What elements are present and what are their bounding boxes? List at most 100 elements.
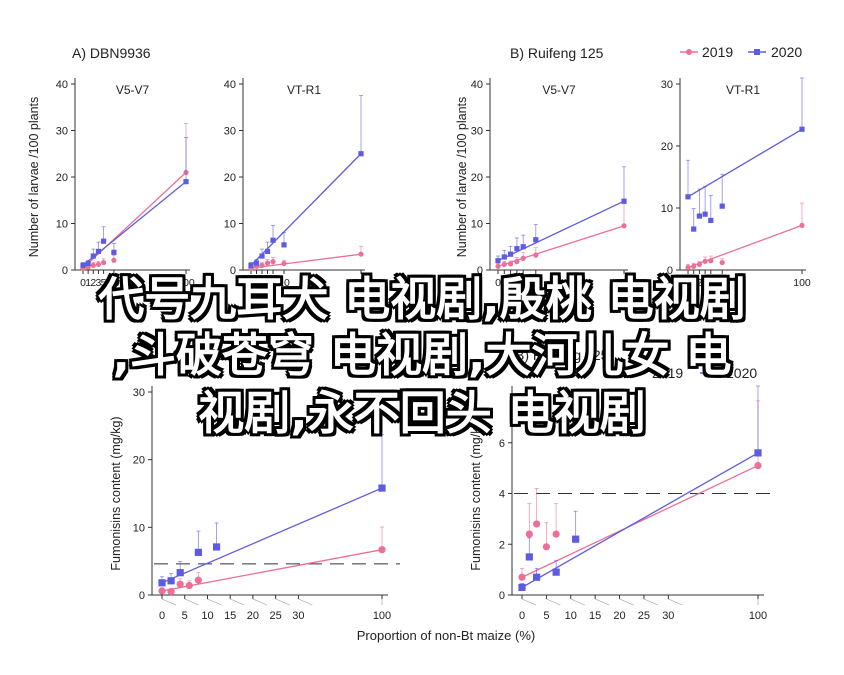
data-point-2019 — [176, 580, 184, 588]
data-point-2020 — [281, 242, 287, 248]
y-tick-label: 10 — [133, 522, 145, 534]
data-point-2019 — [754, 461, 762, 470]
x-tick-label: 5 — [543, 610, 549, 622]
y-tick-label: 40 — [471, 79, 483, 91]
panel-subtitle: VT-R1 — [287, 83, 321, 97]
x-tick-label: 0 — [248, 277, 254, 289]
x-tick-label: 100 — [615, 277, 633, 289]
x-tick-label: 25 — [638, 610, 650, 622]
data-point-2019 — [501, 261, 507, 268]
panel-title-top-right: B) Ruifeng 125 — [510, 45, 604, 61]
data-point-2019 — [525, 530, 533, 538]
data-point-2020 — [270, 237, 276, 243]
x-tick-connector — [521, 598, 537, 606]
x-tick-label: 2 — [259, 277, 265, 289]
data-point-2020 — [533, 573, 541, 581]
y-tick-label: 30 — [661, 79, 673, 91]
data-point-2019 — [514, 259, 520, 265]
x-tick-connector — [275, 598, 290, 606]
x-tick-label: 10 — [108, 277, 120, 289]
x-tick-label: 20 — [247, 610, 259, 622]
x-tick-label: 10 — [201, 610, 213, 622]
data-point-2019 — [552, 530, 560, 538]
x-tick-label: 0 — [159, 610, 165, 622]
x-tick-label: 30 — [292, 610, 304, 622]
data-point-2020 — [158, 579, 166, 587]
legend-label-2020: 2020 — [771, 44, 802, 60]
x-tick-connector — [619, 598, 634, 606]
data-point-2020 — [719, 203, 725, 209]
data-point-2020 — [101, 238, 107, 244]
data-point-2020 — [696, 213, 702, 219]
data-point-2020 — [685, 194, 691, 200]
legend-marker-2019 — [686, 49, 692, 55]
data-point-2020 — [495, 258, 501, 264]
y-tick-label: 0 — [230, 265, 236, 277]
y-tick-label: 2 — [499, 539, 505, 551]
x-tick-label: 5 — [708, 277, 714, 289]
x-tick-label: 10 — [565, 610, 577, 622]
series-line-2020 — [250, 153, 362, 266]
data-point-2020 — [501, 254, 507, 260]
y-tick-label: 10 — [224, 219, 236, 231]
y-axis-label: Fumonisins content (mg/kg) — [469, 416, 483, 570]
y-tick-label: 30 — [471, 126, 483, 138]
data-point-2019 — [518, 573, 526, 581]
y-tick-label: 0 — [499, 590, 505, 602]
data-point-2020 — [708, 217, 714, 223]
y-tick-label: 10 — [56, 219, 68, 231]
data-point-2020 — [80, 262, 86, 268]
data-point-2020 — [572, 535, 580, 543]
legend-label-2019: 2019 — [652, 365, 683, 381]
data-point-2019 — [708, 258, 714, 264]
x-tick-connector — [230, 598, 245, 606]
data-point-2019 — [270, 259, 276, 265]
data-point-2020 — [248, 262, 254, 268]
panel-subtitle: V5-V7 — [542, 83, 576, 97]
data-point-2019 — [167, 588, 175, 596]
series-line-2019 — [161, 549, 383, 592]
legend-top: 2019 2020 — [680, 44, 802, 60]
y-tick-label: 20 — [661, 141, 673, 153]
y-tick-label: 30 — [133, 387, 145, 399]
x-tick-label: 1 — [254, 277, 260, 289]
series-line-2019 — [250, 253, 362, 269]
x-tick-label: 0 — [685, 277, 691, 289]
panel-title-bottom-right: B) Ruifeng 125 — [515, 347, 609, 363]
x-tick-label: 5 — [270, 277, 276, 289]
data-point-2019 — [194, 576, 202, 584]
data-point-2020 — [358, 151, 364, 157]
data-point-2020 — [253, 260, 260, 266]
legend-bottom: 2019 2020 — [626, 365, 757, 381]
x-tick-label: 3 — [702, 277, 708, 289]
y-axis-label: Number of larvae /100 plants — [455, 97, 469, 258]
y-tick-label: 20 — [471, 172, 483, 184]
data-point-2019 — [358, 251, 364, 257]
data-point-2020 — [552, 568, 560, 576]
x-tick-label: 1 — [691, 277, 697, 289]
panel-title-top-left: A) DBN9936 — [72, 45, 151, 61]
x-tick-label: 0 — [495, 277, 501, 289]
x-tick-connector — [207, 598, 222, 606]
data-point-2020 — [90, 253, 96, 259]
data-point-2019 — [158, 587, 166, 595]
y-tick-label: 4 — [499, 489, 505, 501]
x-tick-label: 10 — [530, 277, 542, 289]
data-point-2020 — [259, 253, 265, 259]
x-tick-label: 30 — [662, 610, 674, 622]
series-line-2020 — [687, 128, 803, 198]
data-point-2020 — [691, 226, 697, 232]
data-point-2019 — [281, 260, 287, 267]
x-tick-label: 20 — [613, 610, 625, 622]
legend-label-2019: 2019 — [702, 44, 733, 60]
legend-marker-2020 — [706, 369, 714, 377]
x-tick-label: 5 — [520, 277, 526, 289]
data-point-2020 — [525, 553, 533, 561]
x-tick-label: 10 — [716, 277, 728, 289]
data-point-2019 — [378, 546, 386, 554]
data-point-2020 — [212, 543, 221, 551]
data-point-2020 — [95, 248, 102, 254]
y-axis-label: Number of larvae /100 plants — [27, 97, 41, 258]
x-tick-label: 0 — [519, 610, 525, 622]
